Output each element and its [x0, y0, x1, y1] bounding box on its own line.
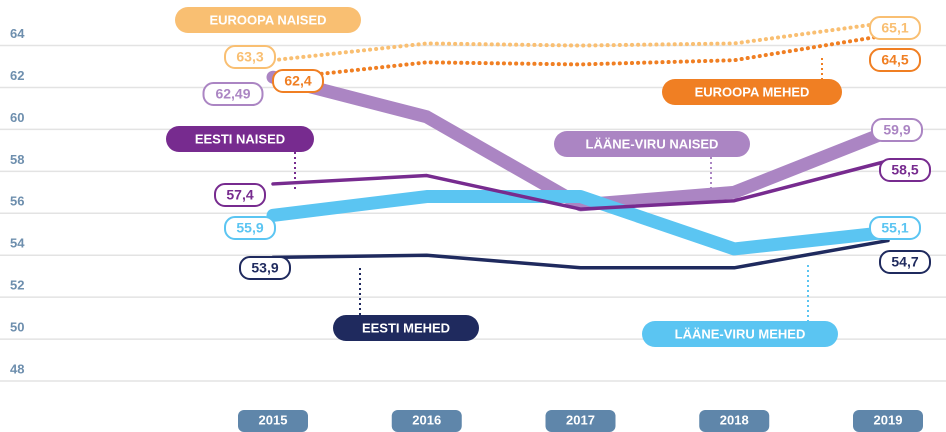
series-line	[266, 70, 895, 212]
y-tick-label: 56	[10, 194, 24, 209]
series-line	[266, 190, 895, 256]
legend-label: EUROOPA MEHED	[695, 84, 810, 99]
series-pill	[166, 126, 314, 152]
series-pill	[175, 7, 361, 33]
series-line	[271, 159, 890, 211]
y-tick-label: 64	[10, 26, 25, 41]
series-line	[271, 33, 890, 82]
value-label: 64,5	[881, 52, 908, 68]
x-tick-box	[699, 410, 770, 432]
legend-label: LÄÄNE-VIRU NAISED	[586, 136, 719, 151]
value-label-box	[879, 158, 931, 182]
value-label: 57,4	[226, 187, 253, 203]
legend-label: EUROOPA NAISED	[209, 12, 326, 27]
y-tick-label: 48	[10, 361, 24, 376]
value-label-box	[224, 216, 276, 240]
series-pill	[642, 321, 838, 347]
series-pill	[554, 131, 750, 157]
series-pill	[662, 79, 842, 105]
value-label: 58,5	[891, 162, 918, 178]
value-label: 63,3	[236, 49, 263, 65]
value-label: 55,9	[236, 220, 263, 236]
series-line	[271, 20, 890, 63]
x-tick-label: 2015	[259, 412, 288, 427]
value-label-box	[879, 250, 931, 274]
value-label-box	[272, 69, 324, 93]
y-tick-label: 58	[10, 152, 24, 167]
x-tick-label: 2019	[874, 412, 903, 427]
value-label-box	[869, 16, 921, 40]
legend-label: EESTI NAISED	[195, 131, 285, 146]
value-label-box	[871, 118, 923, 142]
y-tick-label: 50	[10, 320, 24, 335]
series-line	[271, 238, 890, 270]
value-label-box	[224, 45, 276, 69]
series-pill	[333, 315, 479, 341]
x-tick-label: 2016	[412, 412, 441, 427]
y-tick-label: 52	[10, 278, 24, 293]
x-tick-label: 2017	[566, 412, 595, 427]
value-label: 65,1	[881, 20, 908, 36]
x-tick-box	[238, 410, 308, 432]
value-label: 62,4	[284, 73, 311, 89]
value-label-box	[202, 82, 264, 106]
x-tick-box	[391, 410, 462, 432]
value-label: 55,1	[881, 220, 908, 236]
value-label: 53,9	[251, 260, 278, 276]
x-tick-label: 2018	[720, 412, 749, 427]
value-label: 62,49	[215, 86, 250, 102]
y-tick-label: 62	[10, 68, 24, 83]
value-label: 54,7	[891, 254, 918, 270]
value-label-box	[239, 256, 291, 280]
x-tick-box	[853, 410, 923, 432]
x-tick-box	[545, 410, 616, 432]
value-label: 59,9	[883, 122, 910, 138]
y-tick-label: 54	[10, 236, 25, 251]
legend-label: EESTI MEHED	[362, 320, 450, 335]
value-label-box	[869, 216, 921, 240]
value-label-box	[869, 48, 921, 72]
value-label-box	[214, 183, 266, 207]
legend-label: LÄÄNE-VIRU MEHED	[675, 326, 806, 341]
y-tick-label: 60	[10, 110, 24, 125]
